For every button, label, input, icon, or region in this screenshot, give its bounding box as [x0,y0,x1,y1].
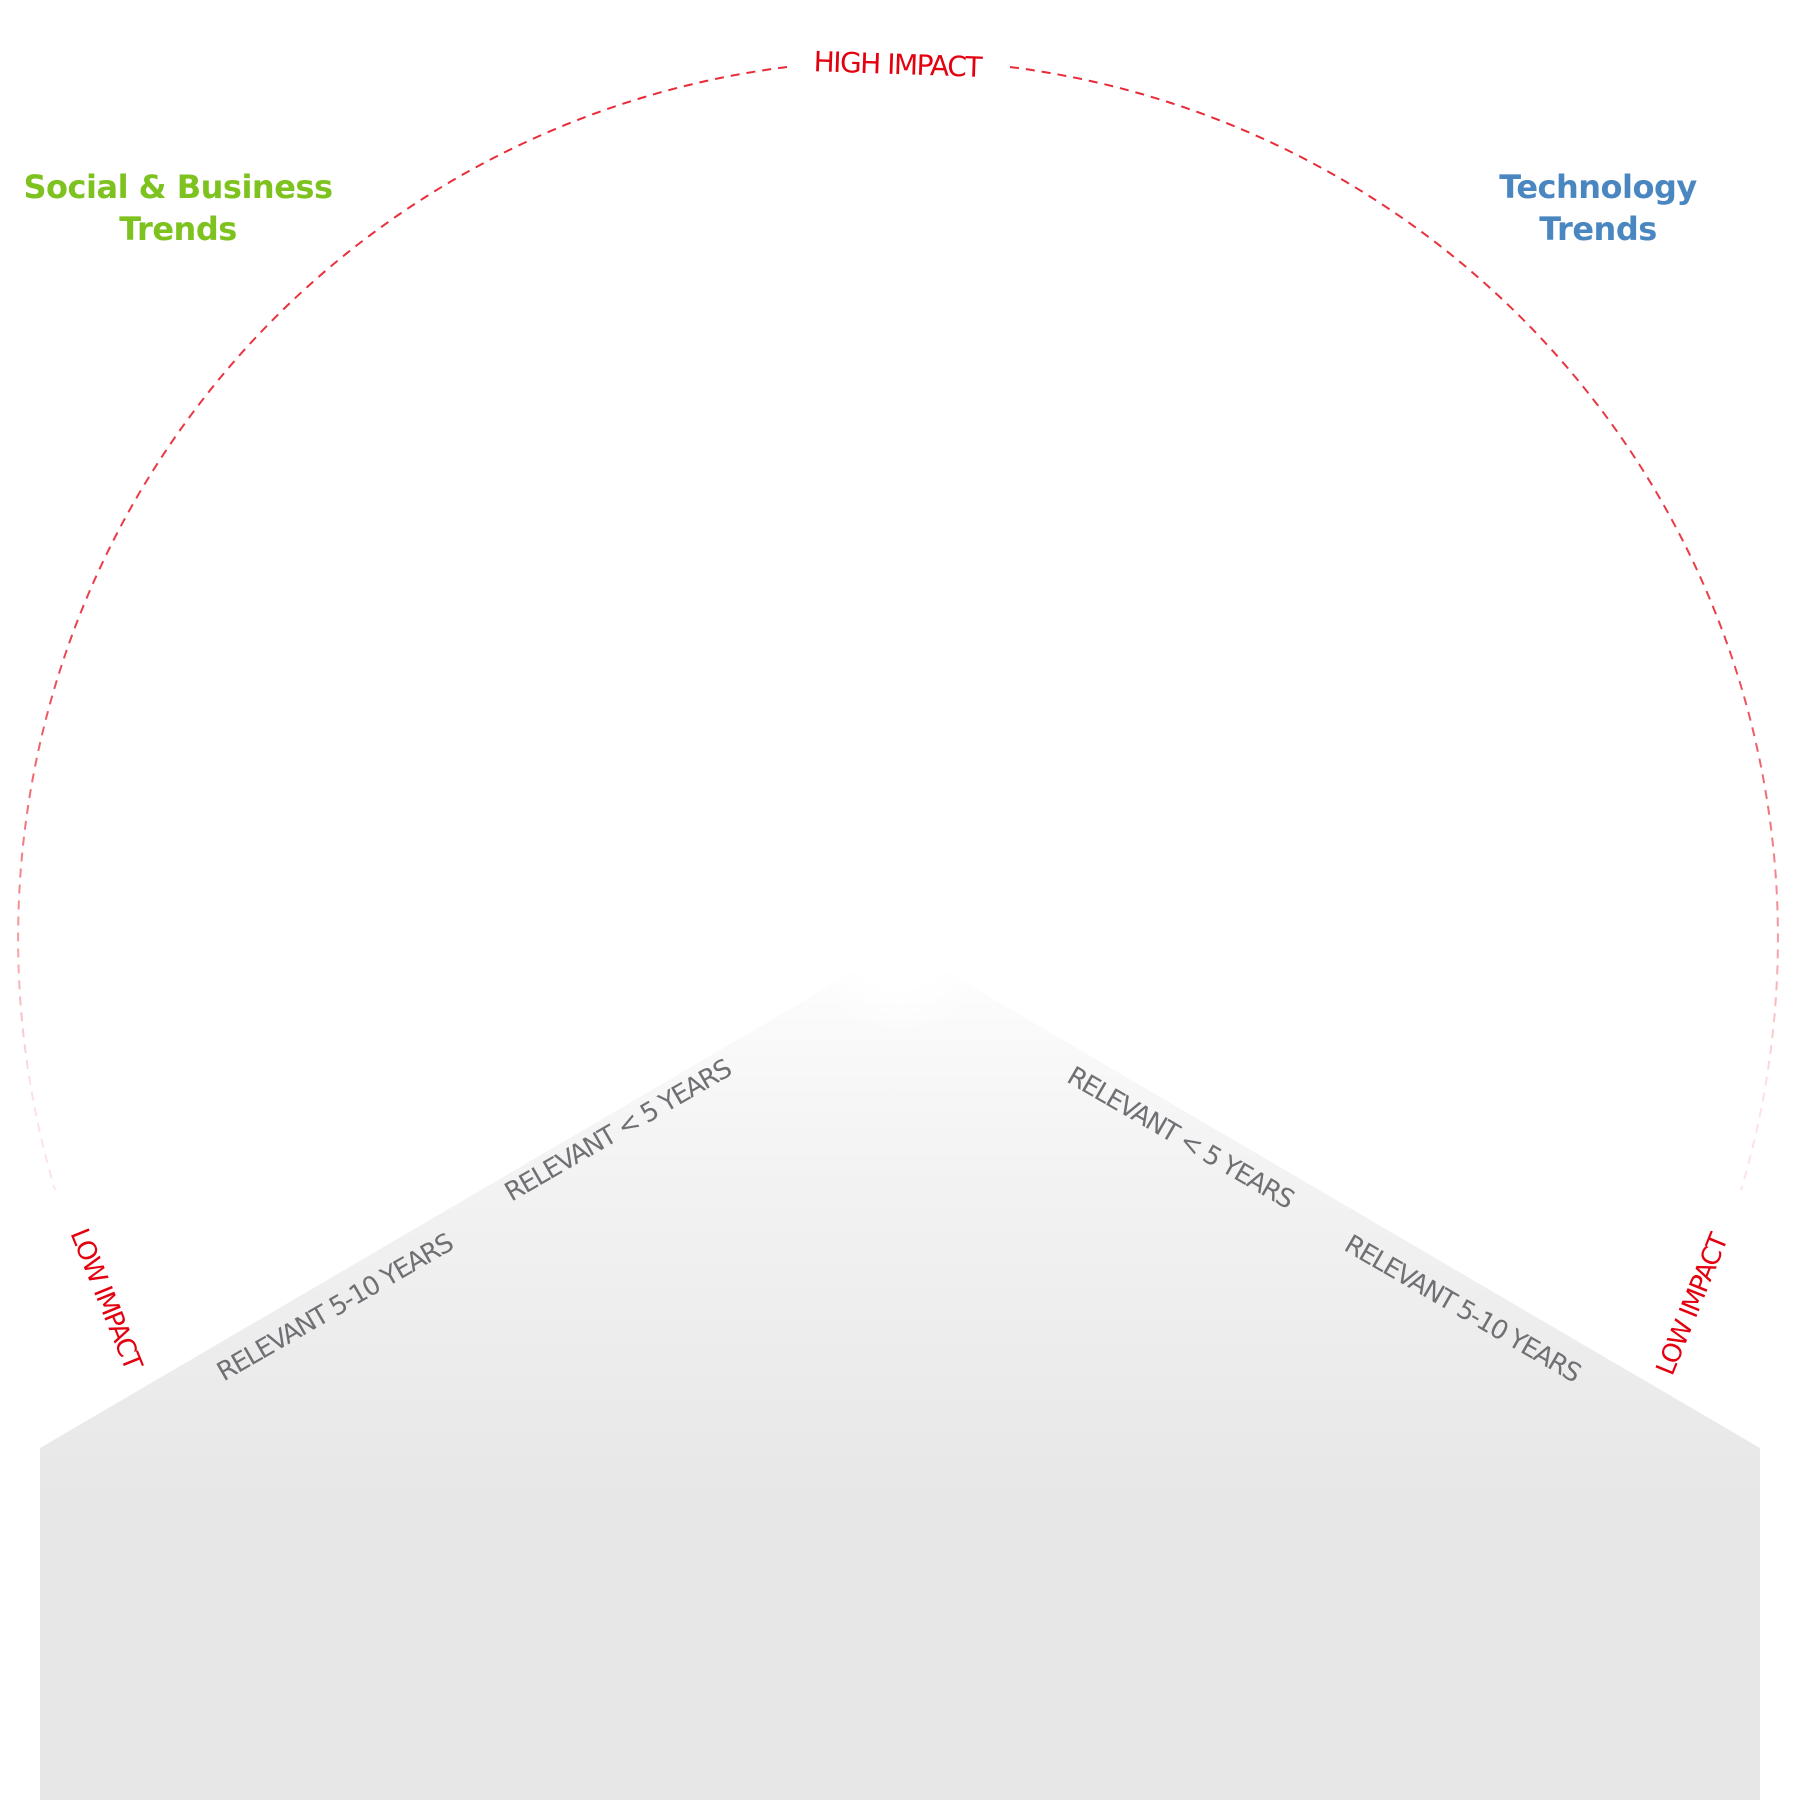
technology-trends-title: Technology Trends [1398,166,1798,250]
impact-arc [1009,66,1779,1191]
social-title-line-1: Social & Business [23,168,333,206]
tech-title-line-2: Trends [1539,210,1657,248]
center-point [855,895,945,985]
low-impact-label-left: LOW IMPACT [64,1225,148,1375]
high-impact-label: HIGH IMPACT [813,45,984,84]
impact-arc [17,66,788,1191]
low-impact-label-right: LOW IMPACT [1651,1229,1735,1379]
sector-fade [40,945,1760,1800]
social-title-line-2: Trends [119,210,237,248]
tech-title-line-1: Technology [1499,168,1697,206]
social-business-trends-title: Social & Business Trends [0,166,378,250]
